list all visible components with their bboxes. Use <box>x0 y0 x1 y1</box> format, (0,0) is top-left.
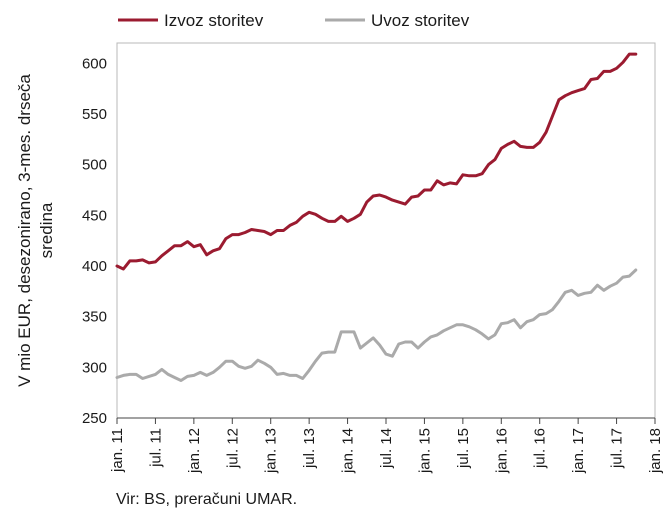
x-tick-label: jan. 17 <box>570 428 587 474</box>
x-tick-label: jan. 13 <box>263 428 280 474</box>
x-tick-label: jul. 13 <box>301 428 318 469</box>
x-tick-label: jul. 16 <box>532 428 549 469</box>
series-line-0 <box>115 52 638 271</box>
y-tick-label: 300 <box>82 359 107 376</box>
series-line-1 <box>115 268 638 382</box>
x-tick-label: jan. 16 <box>493 428 510 474</box>
y-tick-label: 350 <box>82 309 107 326</box>
plot-frame <box>116 42 656 419</box>
y-tick-label: 400 <box>82 258 107 275</box>
x-tick-label: jan. 15 <box>416 428 433 474</box>
x-tick-label: jul. 12 <box>224 428 241 469</box>
x-tick-label: jul. 15 <box>455 428 472 469</box>
x-axis-ticks: jan. 11 jul. 11 jan. 12 jul. 12 jan. 13 jul. … <box>109 418 664 474</box>
y-axis-title-line-1: sredina <box>37 202 56 258</box>
x-tick-label: jul. 17 <box>609 428 626 469</box>
plot-area <box>115 42 656 419</box>
y-tick-label: 450 <box>82 207 107 224</box>
x-tick-label: jul. 14 <box>378 428 395 469</box>
x-tick-label: jan. 14 <box>340 428 357 474</box>
y-tick-label: 500 <box>82 157 107 174</box>
x-tick-label: jul. 11 <box>147 428 164 468</box>
source-note: Vir: BS, preračuni UMAR. <box>116 491 298 508</box>
y-axis-ticks: 250 300 350 400 450 500 550 600 <box>82 55 107 427</box>
legend: Izvoz storitev Uvoz storitev <box>118 11 470 30</box>
legend-label-1: Uvoz storitev <box>371 11 470 30</box>
legend-label-0: Izvoz storitev <box>164 11 264 30</box>
x-tick-label: jan. 18 <box>647 428 664 474</box>
y-tick-label: 250 <box>82 410 107 427</box>
x-tick-label: jan. 12 <box>186 428 203 474</box>
y-tick-label: 550 <box>82 106 107 123</box>
y-axis-title-line-0: V mio EUR, desezonirano, 3-mes. drseča <box>15 74 34 387</box>
x-tick-label: jan. 11 <box>109 428 126 473</box>
y-axis-title: V mio EUR, desezonirano, 3-mes. drseča sr… <box>15 74 56 387</box>
y-tick-label: 600 <box>82 55 107 72</box>
